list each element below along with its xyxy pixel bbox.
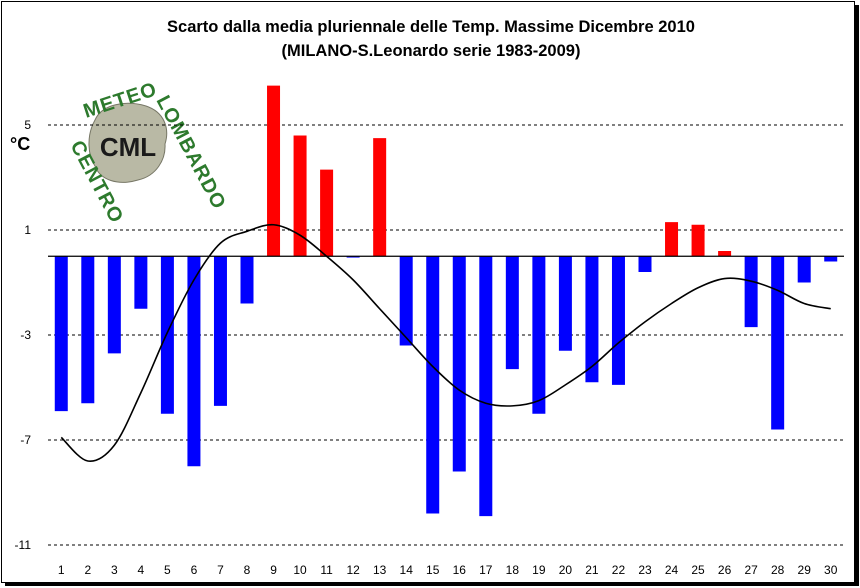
y-axis-unit: °C (10, 134, 30, 154)
x-tick-21: 21 (585, 563, 599, 577)
x-tick-19: 19 (532, 563, 546, 577)
x-tick-28: 28 (771, 563, 785, 577)
bar-23 (638, 256, 652, 272)
x-tick-27: 27 (744, 563, 758, 577)
bar-7 (213, 256, 227, 406)
chart-subtitle: (MILANO-S.Leonardo serie 1983-2009) (282, 42, 581, 60)
x-tick-7: 7 (217, 563, 224, 577)
bar-3 (107, 256, 121, 354)
x-tick-22: 22 (612, 563, 626, 577)
x-tick-8: 8 (244, 563, 251, 577)
bar-28 (771, 256, 785, 430)
bar-6 (187, 256, 201, 467)
x-tick-18: 18 (506, 563, 520, 577)
bar-15 (426, 256, 440, 514)
y-tick-neg7: -7 (20, 433, 31, 447)
x-tick-13: 13 (373, 563, 387, 577)
lombardy-map-shape (88, 102, 168, 183)
bar-16 (452, 256, 466, 472)
x-tick-30: 30 (824, 563, 838, 577)
bar-19 (532, 256, 546, 414)
y-tick-5: 5 (24, 118, 31, 132)
y-tick-neg11: -11 (15, 538, 32, 552)
x-tick-4: 4 (138, 563, 145, 577)
bar-8 (240, 256, 254, 304)
bar-24 (665, 222, 679, 257)
x-tick-labels: 1 2 3 4 5 6 7 8 9 10 11 12 13 14 15 16 17 18 19 20 21 22 23 24 2… (58, 563, 838, 577)
x-tick-11: 11 (320, 563, 333, 577)
centro-meteo-lombardo-logo: CML METEO LOMBARDO CENTRO (66, 78, 230, 227)
x-tick-10: 10 (293, 563, 307, 577)
bar-12 (346, 256, 360, 258)
frame-shadow-bottom (5, 582, 859, 586)
x-tick-24: 24 (665, 563, 679, 577)
bar-2 (81, 256, 95, 404)
bar-10 (293, 135, 307, 257)
x-tick-5: 5 (164, 563, 171, 577)
x-tick-17: 17 (479, 563, 493, 577)
x-tick-15: 15 (426, 563, 440, 577)
bar-17 (479, 256, 493, 517)
x-tick-12: 12 (346, 563, 360, 577)
logo-cml-text: CML (100, 132, 156, 162)
bar-1 (54, 256, 68, 412)
x-tick-14: 14 (400, 563, 414, 577)
bar-4 (134, 256, 148, 309)
x-tick-1: 1 (58, 563, 65, 577)
x-tick-20: 20 (559, 563, 573, 577)
y-gridlines (48, 124, 844, 546)
x-tick-16: 16 (453, 563, 467, 577)
y-tick-neg3: -3 (20, 328, 31, 342)
bar-21 (585, 256, 599, 383)
x-tick-3: 3 (111, 563, 118, 577)
y-tick-1: 1 (24, 223, 31, 237)
y-tick-labels: 5 1 -3 -7 -11 (15, 118, 32, 552)
bar-5 (160, 256, 174, 414)
bar-18 (505, 256, 519, 370)
bar-26 (718, 251, 732, 257)
bar-22 (611, 256, 625, 385)
x-tick-25: 25 (691, 563, 705, 577)
trend-curve (60, 223, 831, 462)
bar-13 (373, 138, 387, 257)
x-tick-2: 2 (84, 563, 91, 577)
bar-29 (797, 256, 811, 283)
bar-25 (691, 224, 705, 257)
bar-30 (824, 256, 838, 262)
bar-9 (267, 85, 281, 257)
frame-shadow-right (855, 5, 859, 584)
bar-11 (320, 169, 334, 257)
bar-series (54, 85, 838, 517)
bar-20 (558, 256, 572, 351)
chart-title: Scarto dalla media pluriennale delle Tem… (167, 18, 695, 36)
x-tick-26: 26 (718, 563, 732, 577)
x-tick-6: 6 (191, 563, 198, 577)
bar-14 (399, 256, 413, 346)
x-tick-29: 29 (798, 563, 812, 577)
x-tick-23: 23 (638, 563, 652, 577)
x-tick-9: 9 (270, 563, 277, 577)
bar-27 (744, 256, 758, 328)
trend-line (60, 223, 831, 462)
